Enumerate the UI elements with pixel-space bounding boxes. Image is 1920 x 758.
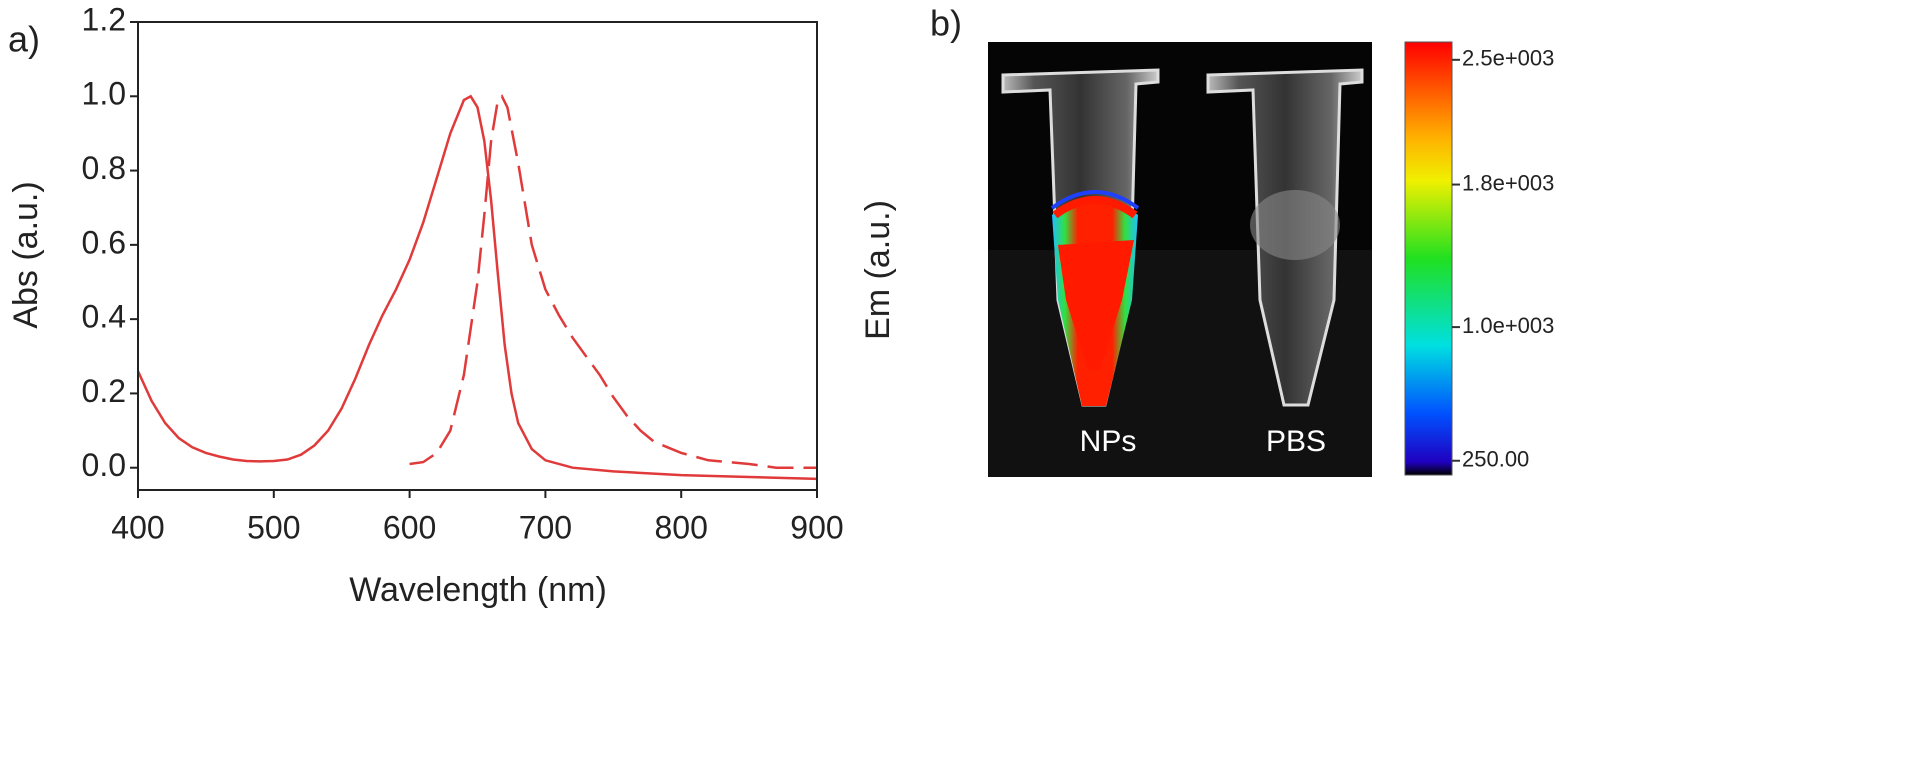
y-tick-label: 1.0 <box>82 76 126 112</box>
photo <box>988 42 1372 477</box>
y-tick-label: 0.8 <box>82 150 126 186</box>
x-axis-label: Wavelength (nm) <box>349 571 607 609</box>
x-tick-label: 600 <box>383 509 436 545</box>
y-tick-label: 0.2 <box>82 373 126 409</box>
colorbar-tick-label: 1.0e+003 <box>1462 313 1554 338</box>
x-tick-label: 400 <box>111 509 164 545</box>
y-axis-label: Abs (a.u.) <box>7 181 45 328</box>
em-axis-label: Em (a.u.) <box>859 200 897 340</box>
x-tick-label: 500 <box>247 509 300 545</box>
x-tick-label: 900 <box>790 509 843 545</box>
plot-area <box>136 94 818 481</box>
tube-label: PBS <box>1266 425 1326 458</box>
colorbar-tick-label: 2.5e+003 <box>1462 46 1554 71</box>
colorbar-tick-label: 1.8e+003 <box>1462 170 1554 195</box>
colorbar <box>1404 41 1453 476</box>
x-tick-label: 800 <box>655 509 708 545</box>
colorbar-ticks: 2.5e+003 1.8e+003 1.0e+003 250.00 <box>1452 46 1554 472</box>
y-tick-label: 0.0 <box>82 447 126 483</box>
tube-label: NPs <box>1080 425 1137 458</box>
series-line <box>136 94 818 481</box>
y-tick-label: 0.4 <box>82 299 126 335</box>
colorbar-tick-label: 250.00 <box>1462 447 1529 472</box>
panel-label: a) <box>8 19 40 60</box>
plot-frame <box>137 21 818 491</box>
y-tick-label: 0.6 <box>82 224 126 260</box>
y-tick-label: 1.2 <box>82 1 126 37</box>
series-line <box>409 94 817 469</box>
x-tick-label: 700 <box>519 509 572 545</box>
panel-label: b) <box>930 3 962 44</box>
